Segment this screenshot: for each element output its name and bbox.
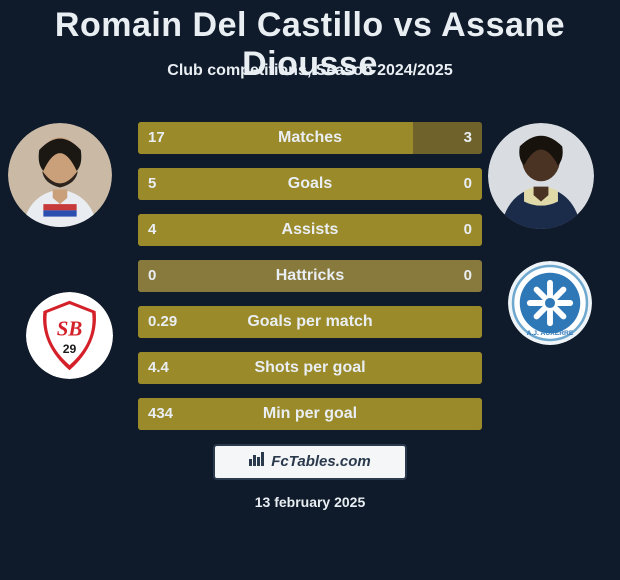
stat-value-right: 3 <box>464 122 472 154</box>
bar-chart-icon <box>249 446 267 478</box>
fctables-logo-text: FcTables.com <box>271 453 370 470</box>
player-right-avatar <box>488 123 594 229</box>
stat-row: Assists4 0 <box>138 214 482 246</box>
stat-value-left: 4.4 <box>148 352 169 384</box>
svg-text:A.J. AUXERRE: A.J. AUXERRE <box>527 330 574 337</box>
stat-value-left: 0.29 <box>148 306 177 338</box>
stat-row: Hattricks0 0 <box>138 260 482 292</box>
stat-row: Matches17 3 <box>138 122 482 154</box>
stat-label: Hattricks <box>138 260 482 292</box>
stat-label: Goals <box>138 168 482 200</box>
stat-label: Matches <box>138 122 482 154</box>
stat-label: Goals per match <box>138 306 482 338</box>
stat-row: Goals5 0 <box>138 168 482 200</box>
stat-value-left: 0 <box>148 260 156 292</box>
comparison-card: Romain Del Castillo vs Assane Diousse Cl… <box>0 0 620 580</box>
svg-text:SB: SB <box>57 317 83 341</box>
stat-label: Assists <box>138 214 482 246</box>
stat-row: Goals per match0.29 <box>138 306 482 338</box>
stat-row: Min per goal434 <box>138 398 482 430</box>
stat-label: Shots per goal <box>138 352 482 384</box>
stats-container: Matches173Goals50Assists40Hattricks00Goa… <box>138 122 482 444</box>
stat-value-right: 0 <box>464 214 472 246</box>
stat-row: Shots per goal4.4 <box>138 352 482 384</box>
club-right-badge-icon: A.J. AUXERRE <box>508 261 592 345</box>
page-subtitle: Club competitions, Season 2024/2025 <box>0 62 620 80</box>
stat-value-left: 434 <box>148 398 173 430</box>
player-left-avatar-icon <box>8 123 112 227</box>
stat-value-right: 0 <box>464 260 472 292</box>
stat-value-left: 5 <box>148 168 156 200</box>
stat-value-left: 17 <box>148 122 165 154</box>
fctables-logo: FcTables.com <box>213 444 407 480</box>
stat-value-right: 0 <box>464 168 472 200</box>
svg-text:29: 29 <box>63 342 77 356</box>
club-left-badge-icon: SB 29 <box>26 292 113 379</box>
player-right-avatar-icon <box>488 123 594 229</box>
stat-value-left: 4 <box>148 214 156 246</box>
player-left-avatar <box>8 123 112 227</box>
club-right-badge: A.J. AUXERRE <box>508 261 592 345</box>
stat-label: Min per goal <box>138 398 482 430</box>
date-label: 13 february 2025 <box>0 494 620 510</box>
club-left-badge: SB 29 <box>26 292 113 379</box>
